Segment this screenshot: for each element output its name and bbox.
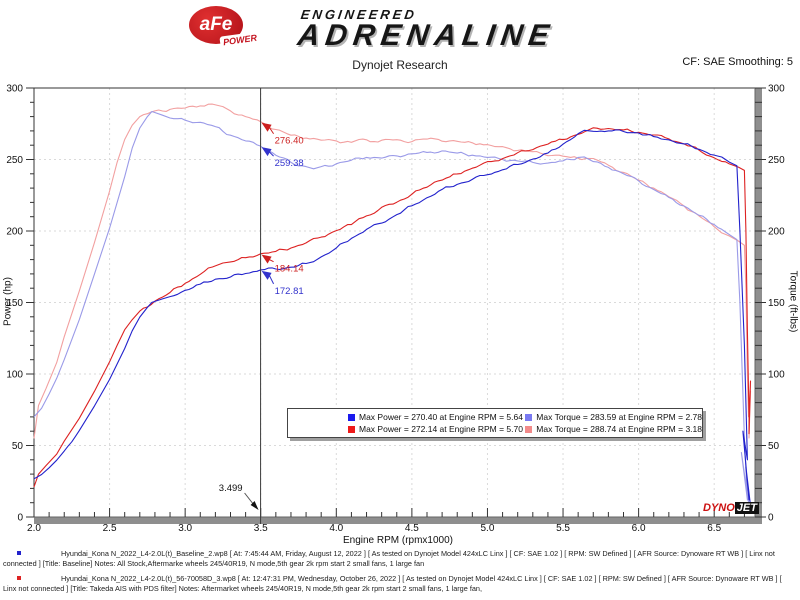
brand-main-text: ADRENALINE [295, 19, 557, 52]
x-tick-label: 5.0 [481, 523, 495, 534]
cursor-arrow-tail [269, 127, 274, 135]
cursor-arrow-tail [269, 151, 274, 157]
y-tick-label-left: 300 [6, 84, 23, 95]
y-tick-label-left: 150 [6, 298, 23, 309]
legend-entry: Max Torque = 288.74 at Engine RPM = 3.18 [525, 424, 702, 434]
dynojet-logo: DYNO JET [703, 502, 759, 514]
run-notes: Hyundai_Kona N_2022_L4-2.0L(t)_Baseline_… [0, 549, 800, 599]
x-axis-bar [34, 517, 762, 524]
x-tick-label: 5.5 [556, 523, 570, 534]
y-tick-label-left: 50 [12, 441, 24, 452]
cursor-arrow-tail [269, 275, 275, 285]
cursor-value-label: 259.38 [275, 158, 304, 169]
legend-entry: Max Torque = 283.59 at Engine RPM = 2.78 [525, 412, 702, 422]
legend-box: Max Power = 270.40 at Engine RPM = 5.64 M… [287, 408, 703, 438]
y-tick-label-right: 300 [768, 84, 785, 95]
run-text: Hyundai_Kona N_2022_L4-2.0L(t)_56-70058D… [3, 574, 782, 593]
y-tick-label-left: 100 [6, 370, 23, 381]
legend-text: Max Torque = 288.74 at Engine RPM = 3.18 [536, 424, 702, 434]
legend-color-swatch [525, 425, 533, 433]
x-tick-label: 2.5 [103, 523, 117, 534]
power-axis-label: Power (hp) [2, 277, 14, 326]
cursor-value-label: 172.81 [275, 286, 304, 297]
dynojet-logo-jet: JET [734, 502, 759, 514]
rpm-axis-label: Engine RPM (rpmx1000) [342, 535, 454, 546]
report-title: Dynojet Research [352, 58, 448, 72]
afe-power-logo: aFe POWER [189, 6, 260, 48]
run-note: Hyundai_Kona N_2022_L4-2.0L(t)_56-70058D… [0, 574, 800, 593]
y-tick-label-left: 250 [6, 155, 23, 166]
cursor-arrow [261, 270, 272, 280]
dynojet-logo-dyno: DYNO [703, 502, 735, 514]
legend-text: Max Power = 272.14 at Engine RPM = 5.70 [359, 424, 523, 434]
cursor-x-arrowhead [250, 501, 259, 510]
right-axis-bar [755, 88, 762, 524]
cursor-arrow [261, 122, 272, 132]
legend-color-swatch [525, 413, 533, 421]
brand-engineered-adrenaline: ENGINEERED ADRENALINE [295, 7, 559, 52]
afe-logo-text: aFe [199, 14, 233, 35]
curve-torque-takeda-red [33, 103, 752, 439]
run-note: Hyundai_Kona N_2022_L4-2.0L(t)_Baseline_… [0, 549, 800, 568]
legend-row: Max Power = 270.40 at Engine RPM = 5.64 M… [288, 411, 702, 423]
smoothing-setting: CF: SAE Smoothing: 5 [682, 56, 793, 68]
x-tick-label: 4.0 [329, 523, 343, 534]
y-tick-label-right: 200 [768, 227, 785, 238]
cursor-value-label: 184.14 [275, 264, 304, 275]
x-tick-label: 6.5 [707, 523, 721, 534]
x-tick-label: 4.5 [405, 523, 419, 534]
y-tick-label-right: 50 [768, 441, 780, 452]
legend-color-swatch [348, 413, 355, 421]
y-tick-label-right: 150 [768, 298, 785, 309]
cursor-arrow-tail [269, 259, 274, 263]
y-tick-label-right: 0 [768, 513, 774, 524]
x-tick-label: 6.0 [632, 523, 646, 534]
run-bullet [17, 551, 21, 555]
torque-axis-label: Torque (ft-lbs) [787, 270, 799, 333]
y-tick-label-left: 0 [17, 513, 23, 524]
legend-text: Max Power = 270.40 at Engine RPM = 5.64 [359, 412, 523, 422]
legend-text: Max Torque = 283.59 at Engine RPM = 2.78 [536, 412, 702, 422]
x-tick-label: 3.5 [254, 523, 268, 534]
cursor-value-label: 276.40 [275, 136, 304, 147]
legend-color-swatch [348, 425, 355, 433]
y-tick-label-right: 250 [768, 155, 785, 166]
cursor-arrow [261, 147, 272, 157]
run-text: Hyundai_Kona N_2022_L4-2.0L(t)_Baseline_… [3, 549, 775, 568]
cursor-x-label: 3.499 [219, 483, 243, 494]
run-bullet [17, 576, 21, 580]
cursor-arrow [261, 254, 272, 264]
x-tick-label: 3.0 [178, 523, 192, 534]
legend-row: Max Power = 272.14 at Engine RPM = 5.70 M… [288, 423, 702, 435]
legend-entry: Max Power = 270.40 at Engine RPM = 5.64 [348, 412, 525, 422]
curve-power-baseline-blue [33, 129, 752, 506]
curve-torque-baseline-blue [33, 110, 750, 506]
x-tick-label: 2.0 [27, 523, 41, 534]
legend-entry: Max Power = 272.14 at Engine RPM = 5.70 [348, 424, 525, 434]
y-tick-label-right: 100 [768, 370, 785, 381]
y-tick-label-left: 200 [6, 227, 23, 238]
